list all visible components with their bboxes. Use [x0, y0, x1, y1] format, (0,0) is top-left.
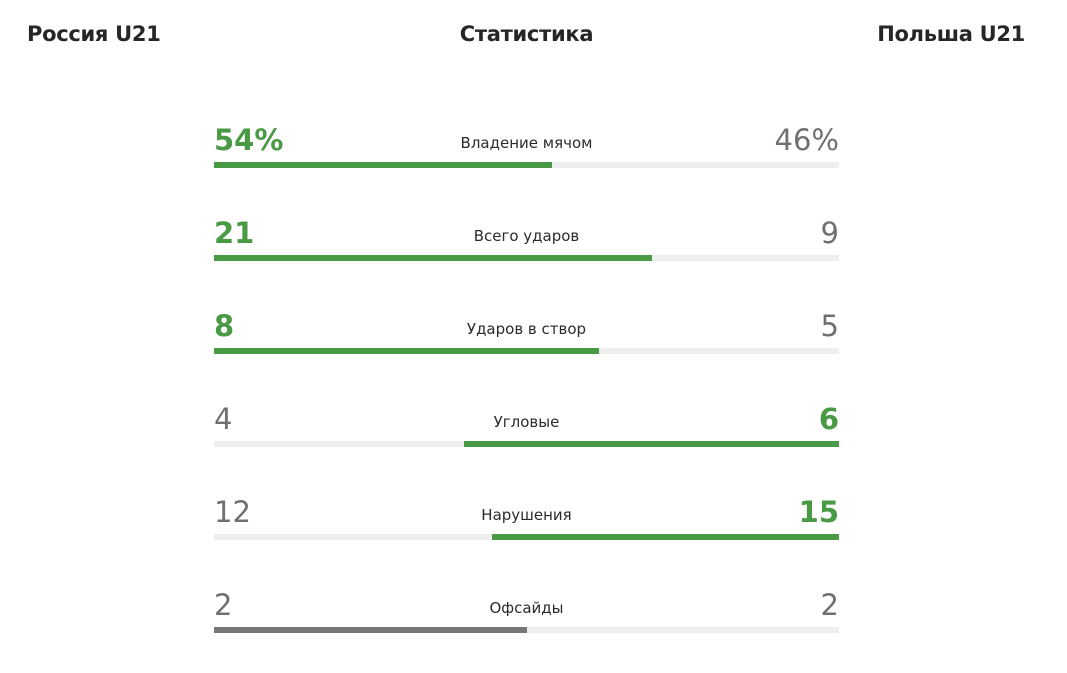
stat-bar-fill — [214, 255, 652, 261]
stat-bar-track — [214, 348, 839, 354]
away-value: 9 — [820, 216, 839, 250]
stat-label: Владение мячом — [460, 134, 593, 152]
stat-bar-track — [214, 627, 839, 633]
stat-bar-track — [214, 255, 839, 261]
stat-label: Угловые — [493, 413, 560, 431]
away-value: 6 — [818, 402, 839, 436]
stat-label: Всего ударов — [473, 227, 580, 245]
home-team-name: Россия U21 — [27, 22, 161, 46]
stat-bar-fill — [491, 534, 839, 540]
stat-label: Ударов в створ — [466, 320, 587, 338]
stat-label: Нарушения — [481, 506, 572, 524]
away-value: 5 — [820, 309, 839, 343]
home-value: 21 — [214, 216, 255, 250]
stat-label: Офсайды — [489, 599, 564, 617]
stat-bar-fill — [214, 348, 599, 354]
home-value: 12 — [214, 495, 251, 529]
away-value: 46% — [774, 123, 839, 157]
stat-row-offsides: 2 Офсайды 2 — [214, 580, 839, 673]
away-value: 2 — [820, 588, 839, 622]
stat-bar-track — [214, 534, 839, 540]
home-value: 8 — [214, 309, 235, 343]
stat-bar-fill — [214, 627, 527, 633]
stats-list: 54% Владение мячом 46% 21 Всего ударов 9… — [214, 115, 839, 673]
stat-row-total-shots: 21 Всего ударов 9 — [214, 208, 839, 301]
stat-bar-track — [214, 441, 839, 447]
home-value: 4 — [214, 402, 233, 436]
stat-bar-fill — [464, 441, 839, 447]
stats-header: Россия U21 Статистика Польша U21 — [0, 0, 1067, 70]
stat-row-corners: 4 Угловые 6 — [214, 394, 839, 487]
away-value: 15 — [798, 495, 839, 529]
home-value: 2 — [214, 588, 233, 622]
stat-bar-fill — [214, 162, 552, 168]
stat-bar-track — [214, 162, 839, 168]
stat-row-fouls: 12 Нарушения 15 — [214, 487, 839, 580]
stat-row-shots-on-target: 8 Ударов в створ 5 — [214, 301, 839, 394]
home-value: 54% — [214, 123, 284, 157]
away-team-name: Польша U21 — [877, 22, 1025, 46]
stat-row-possession: 54% Владение мячом 46% — [214, 115, 839, 208]
page-title: Статистика — [459, 22, 594, 46]
